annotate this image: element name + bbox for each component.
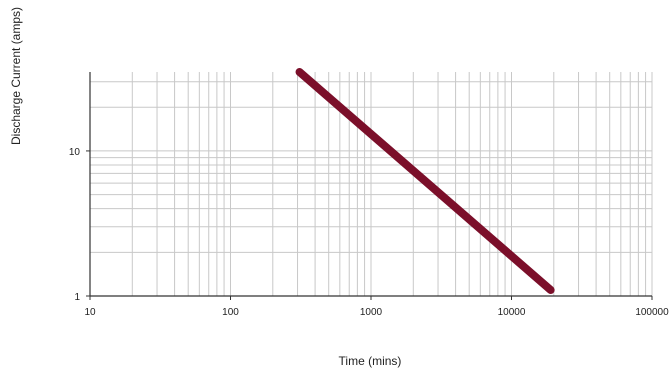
x-axis-title: Time (mins)	[339, 354, 402, 368]
y-axis-title: Discharge Current (amps)	[9, 7, 23, 145]
series-line	[295, 68, 555, 294]
x-tick-label: 10	[84, 307, 96, 318]
x-tick-label: 100	[222, 307, 239, 318]
x-tick-label: 10000	[498, 307, 526, 318]
y-tick-label: 10	[69, 147, 81, 158]
grid-lines	[90, 72, 653, 296]
tick-labels: 10 100 1000 10000 100000 1 10	[69, 147, 669, 318]
y-tick-label: 1	[74, 292, 80, 303]
x-tick-label: 100000	[635, 307, 669, 318]
series-layer	[295, 68, 555, 294]
x-tick-label: 1000	[360, 307, 383, 318]
